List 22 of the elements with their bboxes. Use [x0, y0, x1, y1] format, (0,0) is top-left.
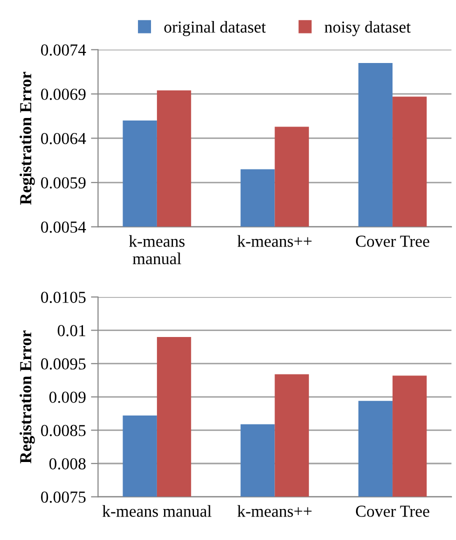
legend-label: original dataset [164, 20, 266, 36]
x-tick-label: Cover Tree [356, 236, 430, 247]
y-tick-label: 0.0075 [41, 492, 86, 503]
y-tick-label: 0.0095 [41, 358, 86, 370]
y-tick-label: 0.01 [58, 325, 86, 336]
y-tick-label: 0.0069 [41, 88, 86, 100]
legend-label: noisy dataset [324, 20, 411, 36]
y-tick-label: 0.0064 [41, 132, 86, 144]
y-tick-label: 0.0059 [41, 177, 86, 189]
y-axis-title: Registration Error [20, 330, 35, 464]
y-tick-label: 0.008 [49, 458, 86, 470]
x-tick-label: Cover Tree [356, 506, 430, 517]
x-tick-label: k-means manual [102, 505, 212, 517]
y-tick-label: 0.009 [49, 392, 86, 403]
y-tick-label: 0.0085 [41, 424, 86, 436]
x-tick-label: k-means manual [129, 235, 185, 264]
y-axis-title: Registration Error [20, 72, 35, 205]
y-tick-label: 0.0074 [41, 44, 86, 56]
x-tick-label: k-means++ [237, 235, 312, 247]
y-tick-label: 0.0105 [41, 292, 86, 304]
x-tick-label: k-means++ [237, 505, 312, 517]
y-tick-label: 0.0054 [41, 222, 86, 233]
